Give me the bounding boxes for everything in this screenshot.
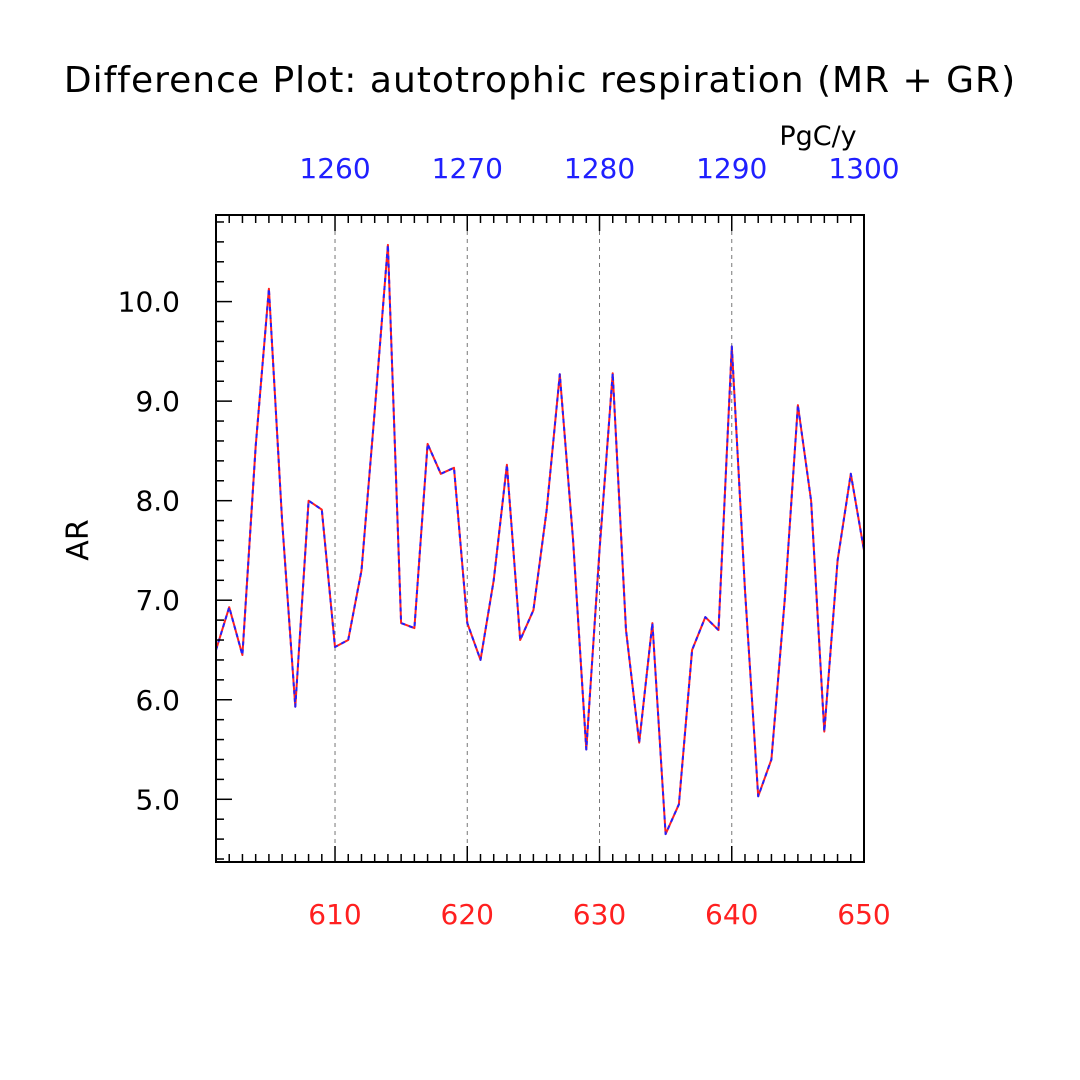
x-tick-label: 640	[705, 898, 758, 931]
x-tick-label: 620	[441, 898, 494, 931]
y-tick-label: 9.0	[135, 385, 180, 418]
y-axis-label: AR	[61, 519, 96, 560]
series-group	[215, 243, 865, 836]
x-top-tick-label: 1300	[828, 152, 899, 185]
axis-ticks	[215, 215, 865, 862]
y-tick-label: 7.0	[135, 584, 180, 617]
y-tick-label: 5.0	[135, 783, 180, 816]
x-top-tick-label: 1270	[432, 152, 503, 185]
chart-title: Difference Plot: autotrophic respiration…	[64, 60, 1016, 101]
x-tick-label: 630	[573, 898, 626, 931]
series-line-2	[215, 243, 865, 836]
grid	[334, 215, 733, 862]
units-label: PgC/y	[779, 121, 856, 152]
series-line-1	[215, 243, 865, 836]
y-tick-label: 6.0	[135, 684, 180, 717]
plot-frame	[215, 214, 865, 863]
x-top-tick-label: 1260	[299, 152, 370, 185]
x-tick-label: 650	[837, 898, 890, 931]
x-tick-label: 610	[308, 898, 361, 931]
x-top-tick-label: 1290	[696, 152, 767, 185]
x-top-tick-label: 1280	[564, 152, 635, 185]
y-tick-label: 8.0	[135, 485, 180, 518]
y-tick-label: 10.0	[118, 286, 180, 319]
tick-labels: 610 620 630 640 650 1260 1270 1280 1290 1300 5.0 6.…	[118, 152, 900, 931]
